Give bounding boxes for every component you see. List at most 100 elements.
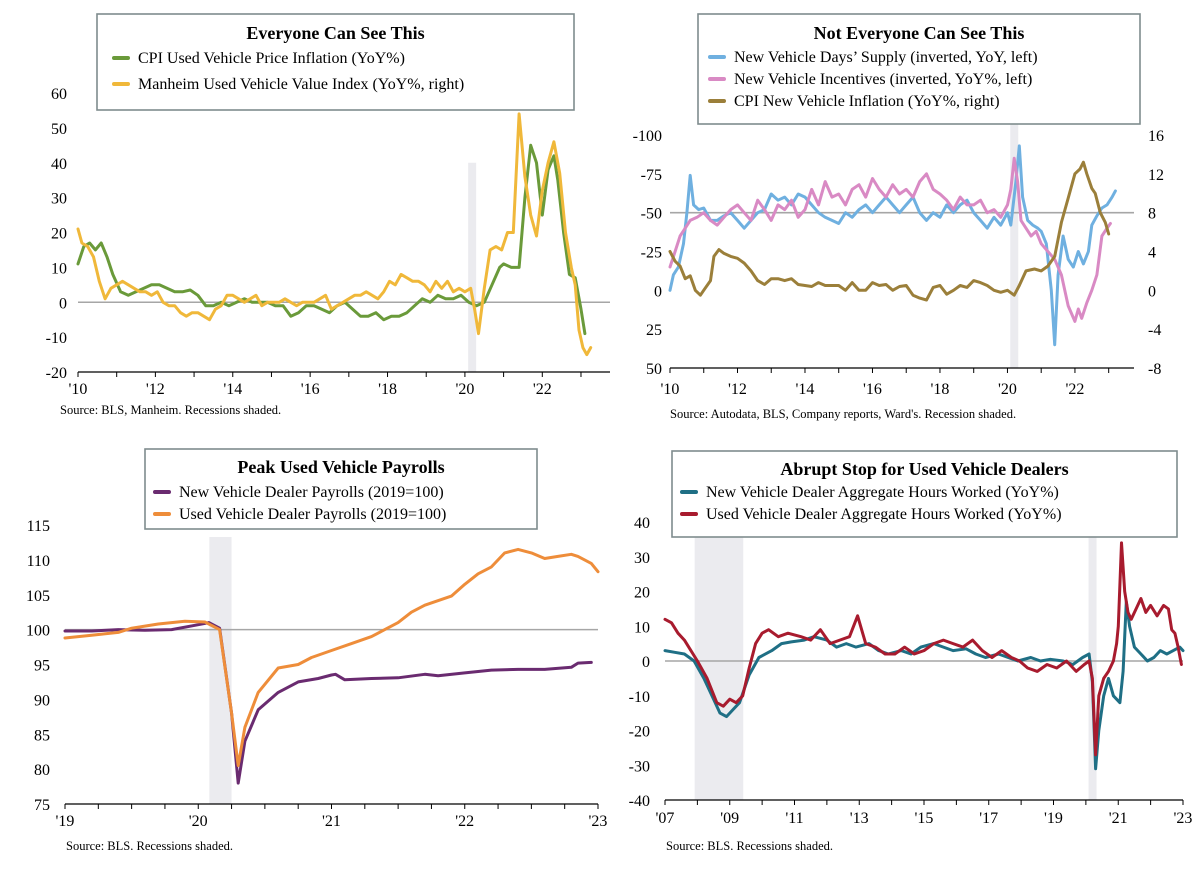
y-tick-label-right: 16 — [1148, 128, 1164, 145]
y-tick-label: 50 — [51, 121, 67, 138]
x-tick-label: '13 — [850, 810, 869, 827]
y-tick-label: -25 — [641, 245, 662, 262]
x-tick-label: '18 — [378, 381, 397, 398]
series-line-1 — [668, 144, 1117, 347]
y-tick-label: 30 — [634, 550, 650, 567]
series-line-2 — [668, 156, 1112, 323]
x-tick-label: '20 — [455, 381, 474, 398]
y-tick-label: -20 — [46, 365, 67, 382]
y-tick-label: 10 — [634, 619, 650, 636]
y-tick-label-right: 0 — [1148, 283, 1156, 300]
x-tick-label: '10 — [69, 381, 88, 398]
y-tick-label: 75 — [34, 797, 50, 814]
y-tick-label: -10 — [629, 689, 650, 706]
y-tick-label: 95 — [34, 658, 50, 675]
series-line-3 — [668, 160, 1111, 302]
recession-shading-1 — [1010, 118, 1019, 368]
y-tick-label: 30 — [51, 191, 67, 208]
chart-title: Peak Used Vehicle Payrolls — [237, 457, 444, 477]
chart-panel-4: 40 30 20 10 0 -10 -20 -30 -40 '07 '09 '11 '13 '15 '17 '… — [629, 450, 1193, 853]
x-tick-label: '17 — [979, 810, 998, 827]
y-tick-label: 20 — [634, 585, 650, 602]
y-tick-label: 40 — [51, 156, 67, 173]
x-tick-label: '15 — [915, 810, 934, 827]
recession-shading-1 — [468, 162, 477, 372]
legend-entry: New Vehicle Dealer Aggregate Hours Worke… — [706, 484, 1059, 501]
chart-title: Abrupt Stop for Used Vehicle Dealers — [780, 459, 1068, 479]
series-line-2 — [76, 112, 593, 357]
y-tick-label: 100 — [26, 623, 50, 640]
legend-entry: CPI Used Vehicle Price Inflation (YoY%) — [138, 50, 405, 67]
y-tick-label-right: 4 — [1148, 245, 1156, 262]
recession-shading-2 — [1088, 534, 1097, 800]
chart-panel-1: 60 50 40 30 20 10 0 -10 -20'10 '12 '14 '16 '18 '20 '22… — [46, 13, 610, 417]
x-tick-label: '18 — [931, 381, 950, 398]
legend-entry: Used Vehicle Dealer Payrolls (2019=100) — [179, 506, 446, 523]
y-tick-label-right: -8 — [1148, 361, 1161, 378]
recession-shading-1 — [209, 537, 232, 804]
y-tick-label-right: 12 — [1148, 167, 1164, 184]
source-note: Source: Autodata, BLS, Company reports, … — [670, 407, 1016, 421]
y-tick-label: 0 — [642, 654, 650, 671]
legend-box — [671, 450, 1178, 538]
y-tick-label: -75 — [641, 167, 662, 184]
chart-panel-2: -100 -75 -50 -25 0 25 50 16 12 8 4 0 -4 -8 '10 '12 '14 '1… — [633, 13, 1164, 421]
chart-panel-3: 115 110 105 100 95 90 85 80 75 '19 '20 '21 '22 '23 Pea… — [26, 448, 608, 853]
x-tick-label: '21 — [1109, 810, 1128, 827]
x-tick-label: '23 — [1174, 810, 1193, 827]
y-tick-label: 10 — [51, 260, 67, 277]
x-tick-label: '16 — [863, 381, 882, 398]
series-line-2 — [63, 547, 600, 768]
x-tick-label: '19 — [56, 813, 75, 830]
y-tick-label: -100 — [633, 128, 662, 145]
x-tick-label: '07 — [656, 810, 675, 827]
y-tick-label: 105 — [26, 588, 50, 605]
chart-title: Not Everyone Can See This — [814, 23, 1025, 43]
x-tick-label: '09 — [720, 810, 739, 827]
x-tick-label: '12 — [146, 381, 165, 398]
x-tick-label: '16 — [301, 381, 320, 398]
source-note: Source: BLS. Recessions shaded. — [666, 839, 833, 853]
x-tick-label: '14 — [223, 381, 242, 398]
y-tick-label: -30 — [629, 758, 650, 775]
x-tick-label: '22 — [455, 813, 474, 830]
y-tick-label: -10 — [46, 330, 67, 347]
legend-entry: New Vehicle Days’ Supply (inverted, YoY,… — [734, 49, 1038, 66]
x-tick-label: '23 — [589, 813, 608, 830]
y-tick-label: 20 — [51, 226, 67, 243]
x-tick-label: '21 — [322, 813, 341, 830]
x-tick-label: '20 — [189, 813, 208, 830]
y-tick-label: 40 — [634, 515, 650, 532]
y-tick-label: 0 — [654, 283, 662, 300]
legend-box — [697, 13, 1141, 125]
source-note: Source: BLS, Manheim. Recessions shaded. — [60, 403, 281, 417]
x-tick-label: '12 — [728, 381, 747, 398]
legend-entry: CPI New Vehicle Inflation (YoY%, right) — [734, 93, 1000, 110]
series-line-1 — [663, 600, 1185, 771]
source-note: Source: BLS. Recessions shaded. — [66, 839, 233, 853]
y-tick-label: 80 — [34, 762, 50, 779]
x-tick-label: '14 — [796, 381, 815, 398]
x-tick-label: '11 — [785, 810, 803, 827]
legend-entry: Manheim Used Vehicle Value Index (YoY%, … — [138, 76, 464, 93]
recession-shading-1 — [694, 534, 744, 800]
x-tick-label: '10 — [661, 381, 680, 398]
legend-entry: Used Vehicle Dealer Aggregate Hours Work… — [706, 506, 1062, 523]
y-tick-label: 90 — [34, 692, 50, 709]
y-tick-label: 50 — [646, 361, 662, 378]
y-tick-label: 25 — [646, 322, 662, 339]
x-tick-label: '22 — [533, 381, 552, 398]
y-tick-label-right: 8 — [1148, 206, 1156, 223]
y-tick-label: 60 — [51, 86, 67, 103]
y-tick-label: 85 — [34, 727, 50, 744]
y-tick-label-right: -4 — [1148, 322, 1161, 339]
y-tick-label: -40 — [629, 793, 650, 810]
x-tick-label: '19 — [1044, 810, 1063, 827]
y-tick-label: 115 — [27, 518, 50, 535]
y-tick-label: -50 — [641, 206, 662, 223]
legend-box — [144, 448, 538, 530]
y-tick-label: 0 — [59, 295, 67, 312]
legend-entry: New Vehicle Dealer Payrolls (2019=100) — [179, 484, 444, 501]
legend-entry: New Vehicle Incentives (inverted, YoY%, … — [734, 71, 1032, 88]
